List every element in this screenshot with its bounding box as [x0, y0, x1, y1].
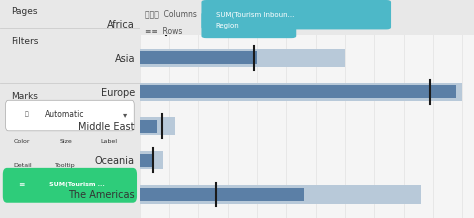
- Bar: [140, 154, 155, 167]
- Bar: [140, 51, 257, 64]
- Bar: [140, 188, 304, 201]
- Bar: [140, 119, 157, 133]
- Bar: [140, 17, 169, 30]
- Text: Region: Region: [216, 23, 239, 29]
- Text: Size: Size: [59, 139, 72, 144]
- Bar: [140, 85, 456, 99]
- Text: ⬛⬛⬛  Columns: ⬛⬛⬛ Columns: [145, 10, 196, 19]
- Text: Automatic: Automatic: [45, 110, 84, 119]
- Bar: [140, 117, 175, 135]
- Text: ⬛: ⬛: [25, 112, 29, 117]
- Bar: [140, 83, 462, 101]
- Text: SUM(Tourism ...: SUM(Tourism ...: [49, 182, 105, 187]
- Text: SUM(Tourism Inboun...: SUM(Tourism Inboun...: [216, 12, 294, 18]
- FancyBboxPatch shape: [6, 100, 134, 131]
- Text: ≡≡  Rows: ≡≡ Rows: [145, 27, 182, 36]
- Bar: [140, 49, 345, 67]
- Text: Detail: Detail: [13, 163, 32, 168]
- FancyBboxPatch shape: [3, 168, 137, 203]
- Text: ≡: ≡: [18, 180, 25, 189]
- Text: Label: Label: [100, 139, 118, 144]
- Bar: [140, 151, 163, 169]
- Bar: [140, 185, 421, 204]
- Text: Filters: Filters: [11, 37, 38, 46]
- Text: Pages: Pages: [11, 7, 38, 15]
- Text: Tooltip: Tooltip: [55, 163, 76, 168]
- Text: Marks: Marks: [11, 92, 38, 100]
- Text: ▾: ▾: [123, 110, 128, 119]
- Bar: [140, 14, 199, 33]
- Text: Color: Color: [14, 139, 31, 144]
